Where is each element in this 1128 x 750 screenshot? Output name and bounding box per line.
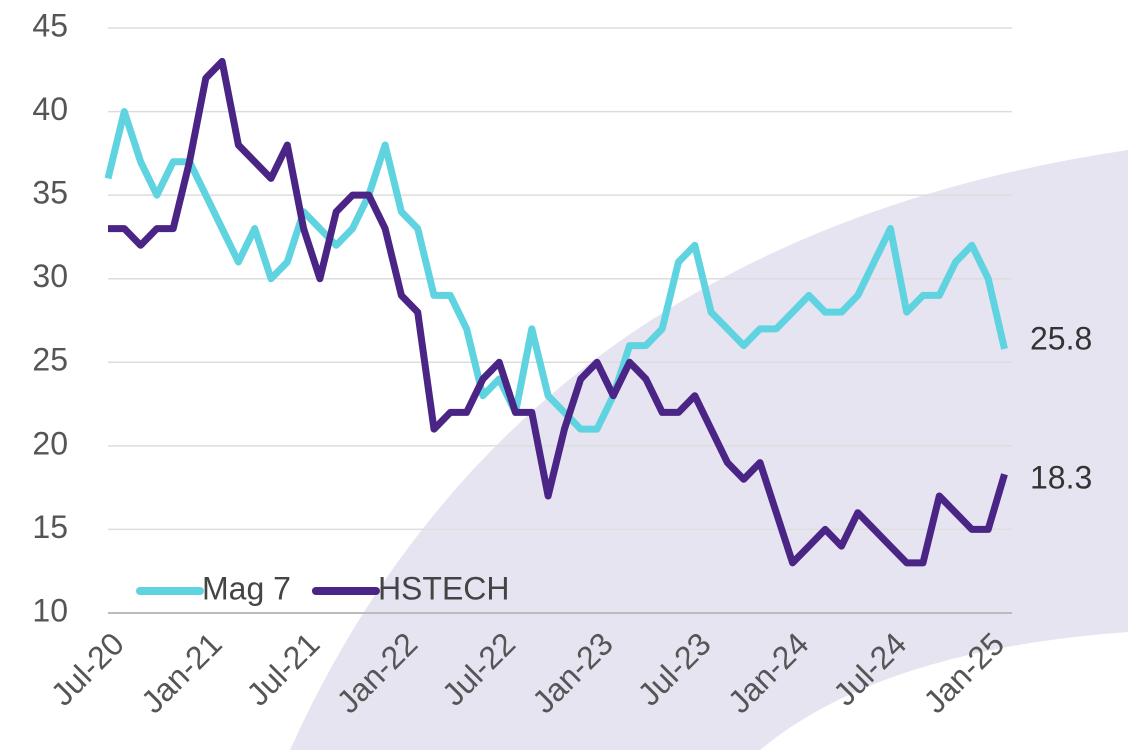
- background-shape: [290, 150, 1128, 750]
- x-tick-label: Jan-21: [134, 625, 229, 720]
- y-tick-label: 40: [32, 91, 68, 127]
- y-tick-label: 45: [32, 7, 68, 43]
- legend-label: Mag 7: [202, 570, 291, 606]
- x-tick-label: Jul-20: [44, 625, 131, 712]
- chart: 1015202530354045Jul-20Jan-21Jul-21Jan-22…: [0, 0, 1128, 750]
- y-tick-label: 20: [32, 425, 68, 461]
- end-label: 25.8: [1030, 320, 1092, 356]
- y-tick-label: 10: [32, 592, 68, 628]
- legend-label: HSTECH: [378, 570, 510, 606]
- end-label: 18.3: [1030, 460, 1092, 496]
- y-tick-label: 35: [32, 175, 68, 211]
- y-tick-label: 15: [32, 509, 68, 545]
- y-tick-label: 25: [32, 342, 68, 378]
- y-tick-label: 30: [32, 258, 68, 294]
- x-tick-label: Jul-21: [239, 625, 326, 712]
